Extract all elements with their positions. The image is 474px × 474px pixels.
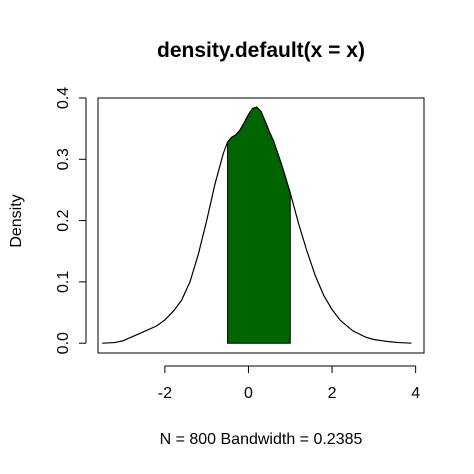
density-line bbox=[102, 106, 412, 344]
x-tick-label: -2 bbox=[158, 385, 172, 402]
shaded-area bbox=[227, 106, 291, 344]
x-tick-label: 2 bbox=[328, 385, 337, 402]
chart-title: density.default(x = x) bbox=[157, 39, 365, 62]
y-axis-label: Density bbox=[8, 194, 25, 247]
x-tick-label: 4 bbox=[411, 385, 420, 402]
plot-frame bbox=[97, 97, 425, 354]
x-tick-label: 0 bbox=[244, 385, 253, 402]
x-axis-label: N = 800 Bandwidth = 0.2385 bbox=[160, 431, 363, 448]
y-tick-label: 0.2 bbox=[55, 209, 72, 231]
y-tick-label: 0.4 bbox=[55, 87, 72, 109]
y-tick-label: 0.0 bbox=[55, 332, 72, 354]
y-tick-label: 0.1 bbox=[55, 271, 72, 293]
y-tick-label: 0.3 bbox=[55, 148, 72, 170]
